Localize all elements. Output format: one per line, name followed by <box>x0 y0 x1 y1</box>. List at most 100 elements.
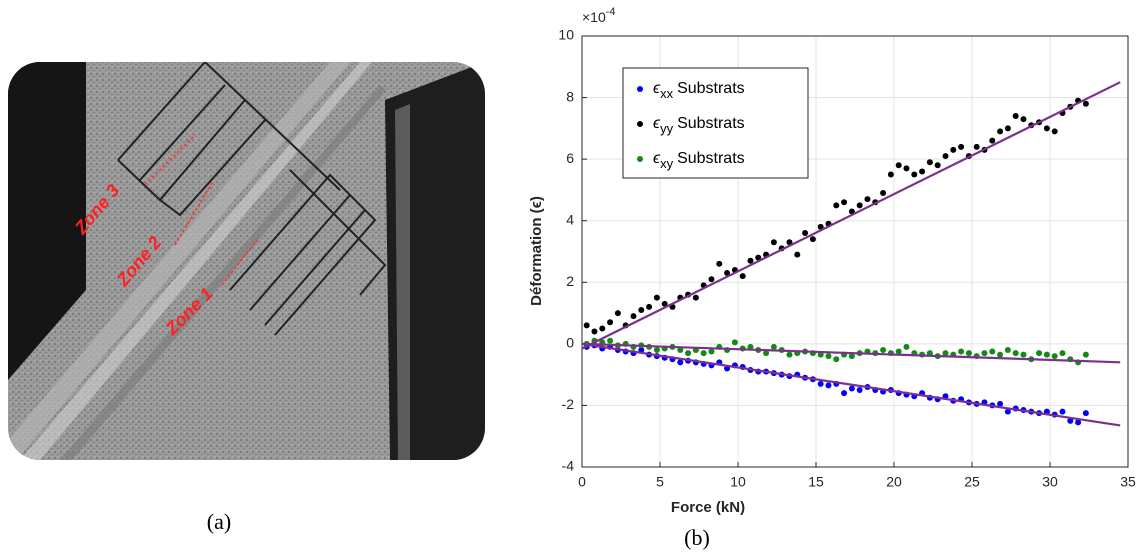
caption: (a) <box>207 509 231 534</box>
data-point <box>770 239 777 246</box>
legend-symbol: ϵ <box>653 150 661 167</box>
legend-marker <box>637 121 643 127</box>
data-point <box>848 353 855 360</box>
data-point <box>763 350 770 357</box>
y-tick-label: 2 <box>566 273 574 289</box>
data-point <box>583 322 590 329</box>
fit-line <box>581 342 1121 364</box>
data-point <box>1004 125 1011 132</box>
legend-name: Substrats <box>677 150 745 167</box>
data-point <box>1082 100 1089 107</box>
y-tick-label: 8 <box>566 88 574 104</box>
data-point <box>817 223 824 230</box>
data-point <box>841 199 848 206</box>
data-point <box>942 153 949 160</box>
legend-entry: ϵyy Substrats <box>653 115 745 136</box>
data-point <box>1020 116 1027 123</box>
y-axis-label: Déformation (ϵ) <box>528 196 545 306</box>
data-point <box>833 202 840 209</box>
axis-multiplier: ×10-4 <box>582 6 616 25</box>
data-point <box>1043 351 1050 358</box>
legend-entry: ϵxx Substrats <box>653 80 745 101</box>
data-point <box>716 260 723 267</box>
data-point <box>786 351 793 358</box>
data-point <box>926 159 933 166</box>
data-point <box>685 350 692 357</box>
y-tick-label: 10 <box>558 27 574 43</box>
data-point <box>653 294 660 301</box>
data-point <box>614 310 621 317</box>
data-point <box>809 236 816 243</box>
data-point <box>833 356 840 363</box>
data-point <box>677 347 684 354</box>
data-point <box>1082 410 1089 417</box>
data-point <box>958 143 965 150</box>
data-point <box>997 351 1004 358</box>
data-point <box>973 143 980 150</box>
data-point <box>958 348 965 355</box>
data-point <box>1004 408 1011 415</box>
data-point <box>677 359 684 366</box>
data-point <box>700 350 707 357</box>
y-tick-label: 6 <box>566 150 574 166</box>
data-point <box>653 347 660 354</box>
data-point <box>591 328 598 335</box>
data-point <box>848 385 855 392</box>
data-point <box>1059 408 1066 415</box>
x-tick-label: 5 <box>656 474 664 490</box>
data-point <box>739 273 746 280</box>
data-point <box>919 168 926 175</box>
data-point <box>911 171 918 178</box>
multiplier-exponent: -4 <box>606 6 616 18</box>
data-point <box>887 171 894 178</box>
legend-name: Substrats <box>677 80 745 97</box>
data-point <box>794 251 801 258</box>
data-point <box>607 319 614 326</box>
legend-marker <box>637 86 643 92</box>
fit-line <box>581 81 1121 350</box>
data-point <box>708 348 715 355</box>
legend-subscript: yy <box>660 121 674 136</box>
multiplier-base: ×10 <box>582 9 606 25</box>
data-point <box>825 382 832 389</box>
data-point <box>599 325 606 332</box>
x-tick-label: 30 <box>1042 474 1058 490</box>
data-point <box>989 348 996 355</box>
data-point <box>942 350 949 357</box>
y-tick-label: -2 <box>562 396 575 412</box>
data-point <box>1036 350 1043 357</box>
data-point <box>965 350 972 357</box>
legend-symbol: ϵ <box>653 115 661 132</box>
data-point <box>856 387 863 394</box>
data-point <box>825 353 832 360</box>
data-point <box>880 347 887 354</box>
data-point <box>1012 113 1019 120</box>
x-tick-label: 35 <box>1120 474 1136 490</box>
specimen-photo <box>8 62 485 460</box>
data-point <box>864 196 871 203</box>
data-point <box>724 270 731 277</box>
legend-entry: ϵxy Substrats <box>653 150 745 171</box>
data-point <box>895 348 902 355</box>
caption: (b) <box>684 525 710 550</box>
x-tick-label: 20 <box>886 474 902 490</box>
legend-subscript: xy <box>660 156 674 171</box>
y-tick-label: -4 <box>562 458 575 474</box>
data-point <box>607 337 614 344</box>
data-point <box>1043 125 1050 132</box>
y-tick-label: 4 <box>566 211 574 227</box>
x-tick-label: 10 <box>730 474 746 490</box>
x-axis-label: Force (kN) <box>671 499 745 516</box>
x-tick-label: 0 <box>578 474 586 490</box>
data-point <box>841 390 848 397</box>
data-point <box>1051 353 1058 360</box>
data-point <box>692 294 699 301</box>
legend-symbol: ϵ <box>653 80 661 97</box>
axes-frame <box>581 35 1129 468</box>
fit-line <box>581 342 1121 427</box>
data-point <box>747 257 754 264</box>
data-point <box>1059 350 1066 357</box>
x-tick-label: 15 <box>808 474 824 490</box>
legend-marker <box>637 156 643 162</box>
